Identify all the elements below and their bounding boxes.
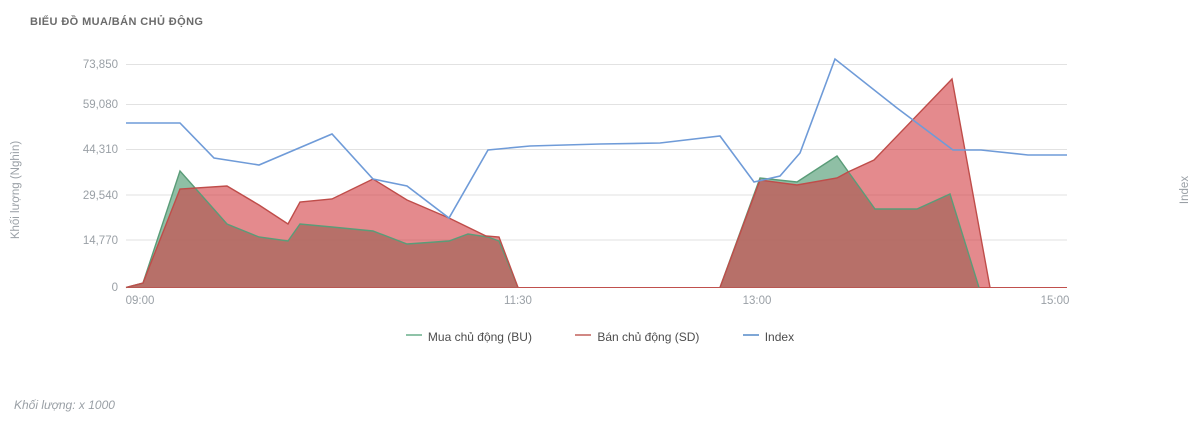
svg-text:0: 0: [112, 282, 118, 294]
svg-text:59,080: 59,080: [83, 99, 118, 111]
svg-text:73,850: 73,850: [83, 59, 118, 71]
svg-text:14,770: 14,770: [83, 235, 118, 247]
svg-text:13:00: 13:00: [743, 295, 772, 307]
svg-text:29,540: 29,540: [83, 190, 118, 202]
svg-text:44,310: 44,310: [83, 144, 118, 156]
svg-text:Index: Index: [1179, 176, 1191, 204]
svg-text:15:00: 15:00: [1041, 295, 1070, 307]
svg-text:09:00: 09:00: [126, 295, 155, 307]
svg-text:Khối lượng (Nghìn): Khối lượng (Nghìn): [10, 141, 22, 240]
svg-text:11:30: 11:30: [504, 295, 532, 307]
